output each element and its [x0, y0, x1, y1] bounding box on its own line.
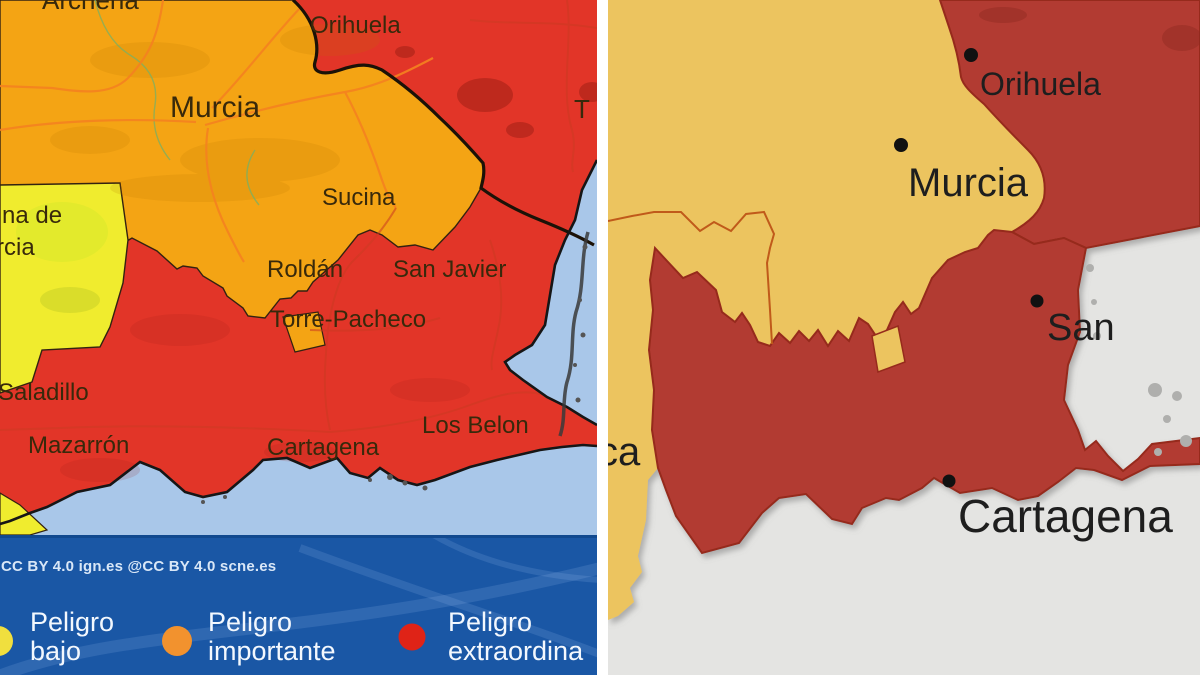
legend-item-extraordinary: Peligro extraordina: [448, 608, 583, 666]
map-label: Roldán: [267, 256, 343, 283]
terrain-shading-red: [979, 7, 1200, 51]
city-dot: [1030, 294, 1044, 308]
legend-item-low: Peligro bajo: [30, 608, 114, 666]
region-low-yellow-wedge: [0, 492, 49, 535]
legend-label: Peligro: [448, 607, 533, 637]
left-danger-map-panel: Archena Orihuela Murcia T Sucina na de r…: [0, 0, 597, 675]
attribution: CC BY 4.0 ign.es @CC BY 4.0 scne.es: [1, 558, 277, 575]
la-manga-strip: [558, 231, 590, 437]
gray-islands: [1086, 264, 1192, 456]
wave-decoration: [432, 538, 597, 583]
terrain-shading-red-soft: [60, 314, 470, 482]
terrain-tint: [40, 287, 100, 313]
legend-graphics: [0, 538, 597, 675]
region-border: [291, 0, 595, 247]
legend-label: Peligro: [208, 607, 293, 637]
legend-dot-low: [0, 626, 13, 656]
city-dot: [894, 138, 908, 152]
region-red-cartagena: [647, 228, 1200, 555]
legend-label: extraordina: [448, 636, 584, 666]
city-dots: [894, 48, 1044, 488]
municipal-boundary: [608, 210, 776, 345]
terrain-shading: [50, 24, 380, 202]
islets: [201, 244, 588, 504]
map-label: Los Belon: [422, 412, 529, 439]
legend-item-important: Peligro importante: [208, 608, 336, 666]
map-label: na de: [2, 202, 62, 229]
map-label: ca: [608, 430, 641, 474]
map-label: rcia: [0, 234, 35, 261]
roads-orange: [0, 0, 434, 263]
map-label: Cartagena: [958, 490, 1173, 542]
rivers: [94, 0, 260, 206]
right-map: Orihuela Murcia San Cartagena ca: [608, 0, 1200, 675]
map-label: Murcia: [908, 161, 1029, 205]
region-important-small: [282, 311, 326, 353]
legend-label: bajo: [30, 636, 82, 666]
yellow-enclave: [871, 324, 906, 374]
wave-decoration: [0, 562, 597, 675]
map-label: Archena: [42, 0, 139, 15]
map-label: Sucina: [322, 184, 396, 211]
terrain-tint: [16, 202, 108, 262]
map-label: Mazarrón: [28, 432, 129, 459]
legend-dot-extraordinary: [398, 623, 426, 651]
map-label: San: [1047, 307, 1115, 349]
map-label: San Javier: [393, 256, 506, 283]
map-label: Cartagena: [267, 434, 380, 461]
legend-label: Peligro: [30, 607, 115, 637]
right-warning-map-panel: Orihuela Murcia San Cartagena ca: [608, 0, 1200, 675]
legend-bar: CC BY 4.0 ign.es @CC BY 4.0 scne.es Peli…: [0, 535, 597, 675]
map-label: Torre-Pacheco: [270, 306, 426, 333]
roads-red: [0, 0, 597, 433]
panel-divider: [597, 0, 608, 675]
map-label: Murcia: [170, 91, 260, 124]
map-label: Saladillo: [0, 379, 89, 406]
region-red-orihuela: [938, 0, 1200, 250]
city-dot: [942, 474, 956, 488]
coastline: [0, 159, 597, 526]
land-group: [608, 0, 1200, 620]
terrain-shading-red: [395, 46, 597, 138]
wave-decoration: [298, 544, 597, 658]
map-label: T: [574, 94, 590, 124]
legend-label: importante: [208, 636, 336, 666]
map-label: Orihuela: [980, 66, 1101, 102]
city-dot: [964, 48, 978, 62]
map-label: Orihuela: [310, 12, 401, 39]
left-map: Archena Orihuela Murcia T Sucina na de r…: [0, 0, 597, 535]
legend-dot-important: [162, 626, 192, 656]
